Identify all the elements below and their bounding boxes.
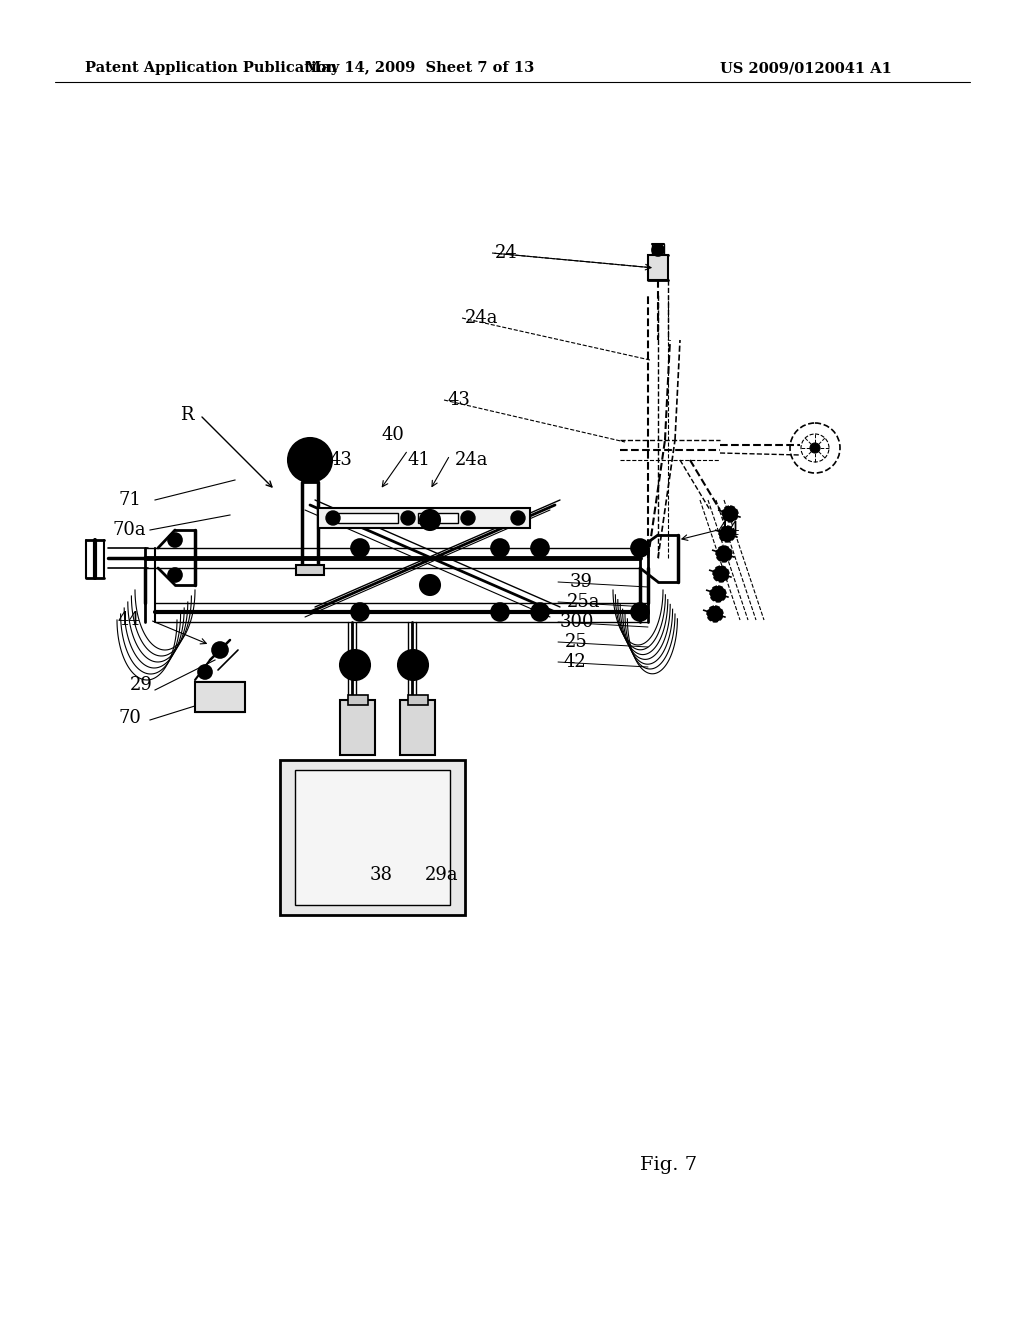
Text: 44: 44 [118,611,140,630]
Text: 24a: 24a [465,309,499,327]
Text: 44: 44 [718,521,740,539]
Text: 70a: 70a [112,521,145,539]
Bar [408,696,428,705]
Text: 70: 70 [118,709,141,727]
Circle shape [305,455,315,465]
Text: 300: 300 [560,612,595,631]
Bar [195,682,245,711]
Circle shape [212,642,228,657]
Bar [340,700,375,755]
Circle shape [631,539,649,557]
Circle shape [722,506,738,521]
Circle shape [511,511,525,525]
Circle shape [724,531,730,537]
Circle shape [465,515,471,521]
Text: 39: 39 [570,573,593,591]
Text: 29: 29 [130,676,153,694]
Circle shape [715,591,721,597]
Circle shape [420,576,440,595]
Text: Patent Application Publication: Patent Application Publication [85,61,337,75]
Circle shape [426,581,434,589]
Circle shape [420,510,440,531]
Bar [280,760,465,915]
Circle shape [707,606,723,622]
Text: 25: 25 [565,634,588,651]
Circle shape [721,550,727,557]
Text: 43: 43 [447,391,470,409]
Circle shape [712,611,718,616]
Circle shape [531,603,549,620]
Circle shape [351,539,369,557]
Circle shape [340,649,370,680]
Bar [418,513,458,523]
Text: 24a: 24a [455,451,488,469]
Circle shape [719,525,735,543]
Circle shape [710,586,726,602]
Circle shape [490,603,509,620]
Circle shape [168,568,182,582]
Circle shape [398,649,428,680]
Text: 43: 43 [330,451,353,469]
Circle shape [718,572,724,577]
Circle shape [168,533,182,546]
Text: 41: 41 [408,451,431,469]
Bar [400,700,435,755]
Text: 71: 71 [118,491,141,510]
Bar [648,255,668,280]
Text: 42: 42 [563,653,586,671]
Text: 24: 24 [495,244,518,261]
Bar [338,513,398,523]
Circle shape [406,515,411,521]
Circle shape [401,511,415,525]
Circle shape [515,515,521,521]
Circle shape [288,438,332,482]
Bar [348,696,368,705]
Circle shape [330,515,336,521]
Bar [296,565,324,576]
Circle shape [713,566,729,582]
Circle shape [426,516,434,524]
Circle shape [810,444,820,453]
Bar [318,508,530,528]
Text: Fig. 7: Fig. 7 [640,1156,697,1173]
Text: R: R [180,407,194,424]
Circle shape [326,511,340,525]
Text: 38: 38 [370,866,393,884]
Circle shape [652,244,664,256]
Circle shape [351,603,369,620]
Text: 29a: 29a [425,866,459,884]
Circle shape [716,546,732,562]
Circle shape [490,539,509,557]
Circle shape [631,603,649,620]
Circle shape [198,665,212,678]
Text: US 2009/0120041 A1: US 2009/0120041 A1 [720,61,892,75]
Text: 25a: 25a [567,593,600,611]
Circle shape [461,511,475,525]
Text: 40: 40 [382,426,404,444]
Text: May 14, 2009  Sheet 7 of 13: May 14, 2009 Sheet 7 of 13 [305,61,535,75]
Bar [295,770,450,906]
Circle shape [531,539,549,557]
Circle shape [727,511,733,517]
